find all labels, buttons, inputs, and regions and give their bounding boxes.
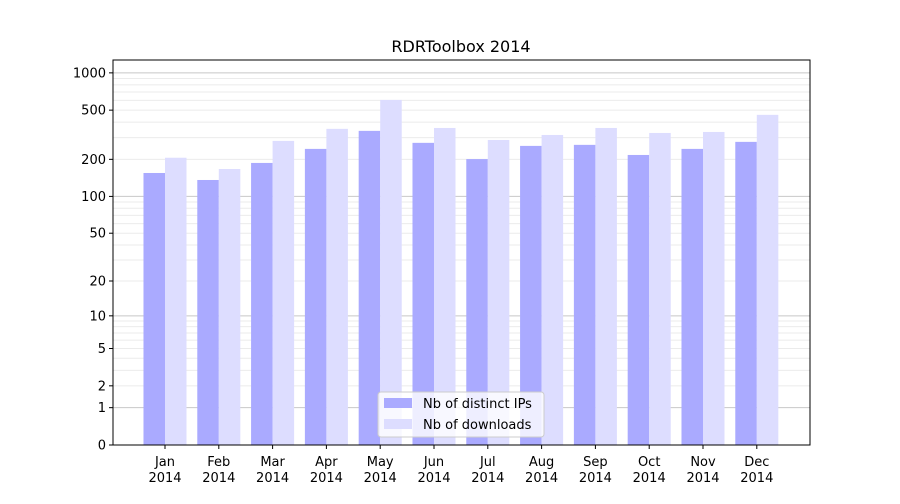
- bar-distinct-ips: [358, 130, 381, 445]
- x-tick-label: Jan: [154, 455, 175, 470]
- y-tick-label: 2: [98, 379, 106, 394]
- bar-distinct-ips: [520, 145, 542, 445]
- x-tick-label: 2014: [202, 471, 235, 486]
- bar-downloads: [595, 127, 617, 446]
- y-tick-label: 5: [98, 342, 106, 357]
- bar-downloads: [541, 134, 564, 445]
- y-tick-label: 200: [81, 153, 106, 168]
- y-tick-label: 500: [81, 104, 106, 119]
- axes-frame: [112, 59, 811, 446]
- x-tick-label: 2014: [633, 471, 666, 486]
- x-tick-label: Aug: [529, 455, 554, 470]
- bar-distinct-ips: [681, 148, 703, 445]
- bar-downloads: [380, 99, 402, 445]
- legend-label: Nb of downloads: [423, 418, 532, 433]
- bar-downloads: [272, 140, 295, 446]
- legend-swatch: [384, 419, 412, 429]
- x-tick-label: 2014: [148, 471, 181, 486]
- x-tick-label: 2014: [740, 471, 773, 486]
- y-tick-label: 50: [89, 227, 106, 242]
- x-tick-label: 2014: [364, 471, 397, 486]
- bar-downloads: [487, 139, 510, 446]
- bar-distinct-ips: [197, 179, 219, 445]
- bar-downloads: [434, 127, 456, 446]
- bar-downloads: [218, 169, 241, 445]
- bar-distinct-ips: [251, 162, 273, 445]
- bar-downloads: [703, 131, 725, 446]
- x-tick-label: Feb: [207, 455, 230, 470]
- bar-distinct-ips: [735, 141, 757, 445]
- x-tick-label: Sep: [583, 455, 608, 470]
- legend-box: [377, 391, 545, 438]
- x-tick-label: Oct: [638, 455, 660, 470]
- x-tick-label: 2014: [686, 471, 719, 486]
- x-tick-label: Mar: [260, 455, 285, 470]
- x-tick-label: Jul: [479, 455, 496, 470]
- x-tick-label: 2014: [471, 471, 504, 486]
- bar-distinct-ips: [412, 142, 434, 445]
- bar-distinct-ips: [304, 148, 327, 445]
- bar-distinct-ips: [573, 144, 596, 446]
- x-tick-label: May: [367, 455, 394, 470]
- bar-distinct-ips: [627, 154, 650, 445]
- x-tick-label: Apr: [315, 455, 338, 470]
- x-tick-label: Nov: [690, 455, 716, 470]
- legend: Nb of distinct IPs Nb of downloads: [377, 391, 545, 438]
- y-tick-label: 20: [89, 275, 106, 290]
- chart-title: RDRToolbox 2014: [391, 37, 530, 56]
- y-tick-label: 10: [89, 309, 106, 324]
- x-tick-label: 2014: [525, 471, 558, 486]
- x-tick-label: 2014: [579, 471, 612, 486]
- y-tick-label: 0: [98, 439, 106, 454]
- legend-label: Nb of distinct IPs: [423, 397, 532, 412]
- y-tick-label: 100: [81, 190, 106, 205]
- y-tick-label: 1000: [73, 66, 106, 81]
- bar-distinct-ips: [466, 159, 488, 445]
- bar-distinct-ips: [143, 172, 165, 445]
- bar-downloads: [649, 132, 671, 445]
- bar-downloads: [756, 114, 779, 446]
- x-tick-label: Dec: [744, 455, 769, 470]
- x-tick-label: Jun: [423, 455, 444, 470]
- bar-downloads: [326, 128, 348, 445]
- y-tick-label: 1: [98, 401, 106, 416]
- x-tick-label: 2014: [256, 471, 289, 486]
- x-tick-label: 2014: [310, 471, 343, 486]
- bar-downloads: [165, 157, 187, 445]
- legend-swatch: [384, 398, 412, 408]
- x-tick-label: 2014: [417, 471, 450, 486]
